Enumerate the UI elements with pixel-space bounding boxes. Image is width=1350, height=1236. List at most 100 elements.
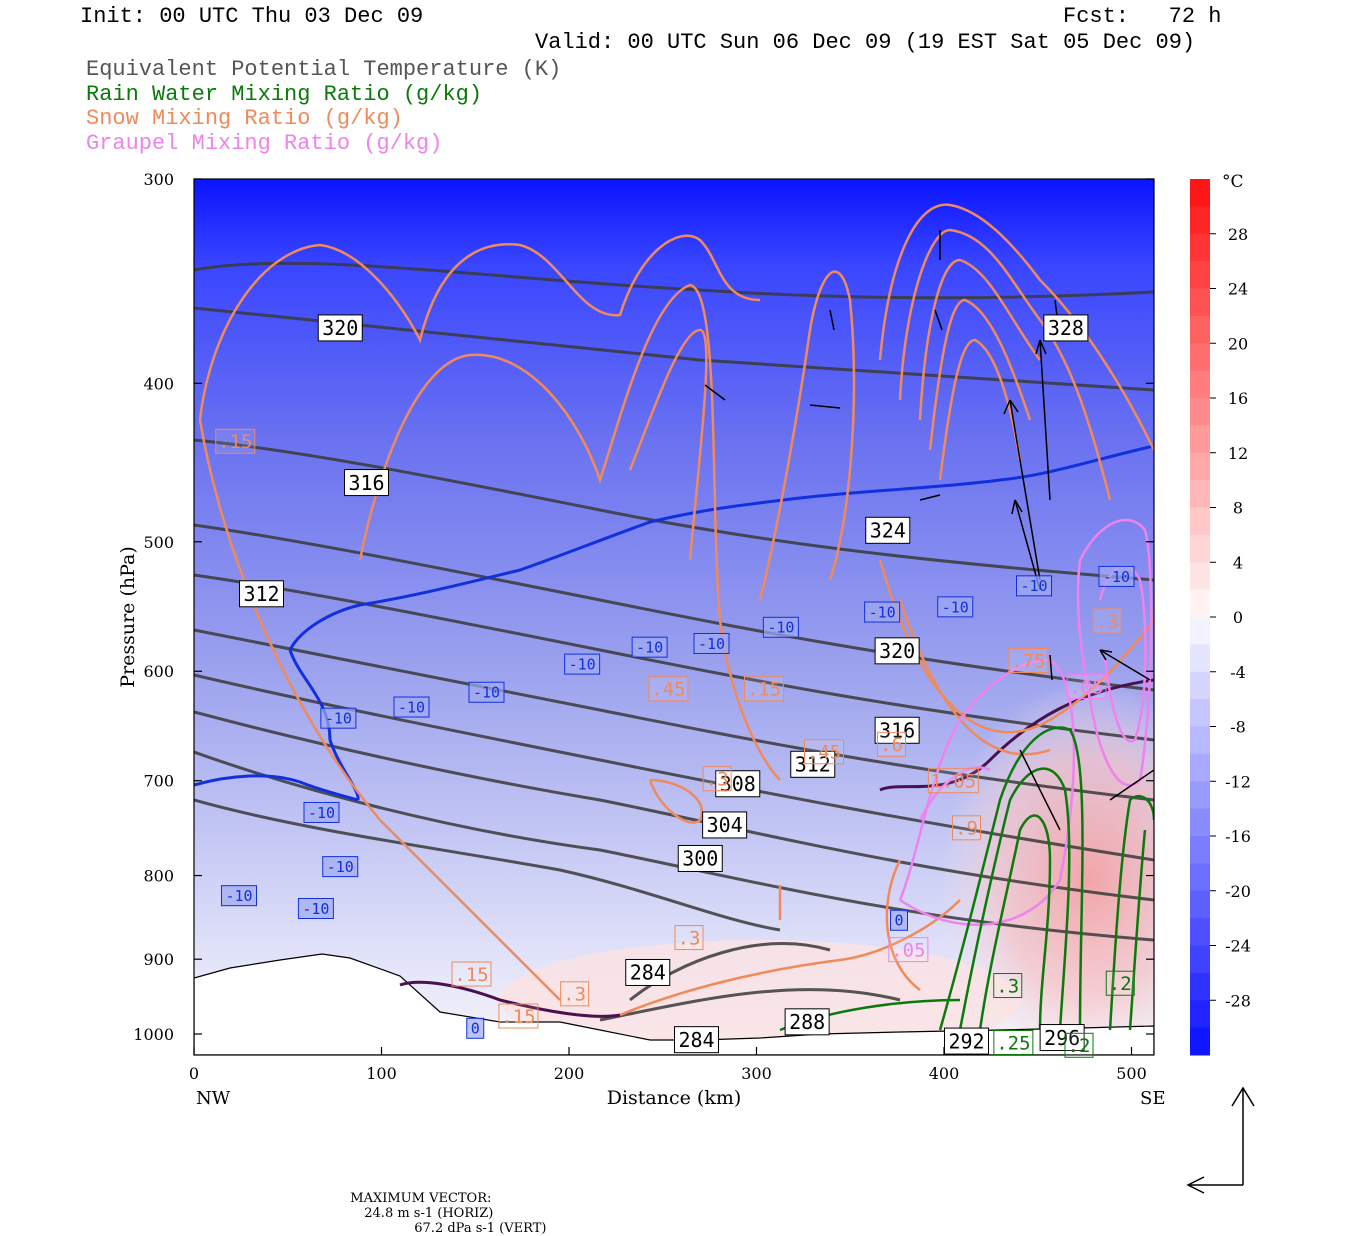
y-tick-label: 900 (143, 950, 174, 969)
colorbar-tick-label: 4 (1233, 553, 1243, 572)
colorbar-swatch (1190, 808, 1210, 837)
field-rain: Rain Water Mixing Ratio (g/kg) (86, 82, 483, 107)
theta-e-contours (194, 261, 1154, 1022)
snow-label: .3 (706, 769, 729, 791)
snow-label: .3 (678, 927, 701, 949)
temperature-label: -10 (869, 603, 896, 621)
rain-label-box (993, 1029, 1034, 1055)
theta-e-label-box (317, 314, 363, 342)
colorbar-swatch (1190, 617, 1210, 645)
init-time: Init: 00 UTC Thu 03 Dec 09 (80, 4, 424, 29)
colorbar-swatch (1190, 398, 1210, 426)
theta-e-label: 288 (789, 1010, 825, 1034)
snow-label-box (674, 925, 704, 951)
snow-label-box (1008, 648, 1049, 674)
vector-key (1186, 1086, 1255, 1194)
y-tick-label: 600 (143, 662, 174, 681)
theta-e-label-box (715, 770, 761, 798)
colorbar-tick-label: 16 (1228, 389, 1248, 408)
temperature-label: 0 (894, 912, 903, 930)
theta-e-label: 296 (1044, 1026, 1080, 1050)
colorbar-tick-label: -28 (1225, 991, 1251, 1010)
theta-e-label: 312 (795, 752, 831, 776)
temperature-label-box (297, 897, 334, 919)
x-tick-label: 200 (554, 1064, 585, 1083)
temperature-label: -10 (1103, 568, 1130, 586)
theta-e-label-box (239, 580, 284, 608)
wind-arrows (704, 230, 1154, 831)
graupel-labels: .05 .05 (888, 673, 1107, 963)
temperature-label-box (322, 856, 359, 878)
temperature-label: -10 (473, 684, 500, 702)
theta-e-label: 284 (630, 961, 666, 985)
y-tick-label: 500 (143, 533, 174, 552)
colorbar-tick-label: 20 (1228, 334, 1248, 353)
snow-label-box (952, 815, 981, 841)
temperature-label: -10 (698, 635, 725, 653)
theta-e-label-box (1043, 314, 1089, 342)
graupel-label-box (888, 937, 929, 963)
theta-e-label: 316 (348, 471, 384, 495)
theta-e-label-box (874, 637, 920, 665)
temperature-contours (194, 444, 1154, 1018)
theta-e-label-box (674, 1026, 719, 1054)
colorbar-swatch (1190, 753, 1210, 782)
snow-label-box (648, 676, 689, 702)
colorbar-tick-label: 12 (1228, 444, 1248, 463)
colorbar-tick-label: 8 (1233, 499, 1243, 518)
field-theta-e: Equivalent Potential Temperature (K) (86, 57, 562, 82)
snow-label: .75 (1011, 650, 1045, 672)
theta-e-label: 320 (879, 639, 915, 663)
temperature-label: -10 (308, 804, 335, 822)
theta-e-label-box (944, 1027, 989, 1055)
temperature-label: -10 (636, 639, 663, 657)
temperature-label-box (937, 596, 974, 618)
y-tick-label: 800 (143, 867, 174, 886)
plot-frame (193, 178, 1155, 1056)
snow-label-box (744, 676, 784, 702)
rain-label: .3 (996, 975, 1019, 997)
temperature-label: -10 (302, 900, 329, 918)
colorbar: 28 24 20 16 12 8 4 0 -4 -8 -12 -16 -20 -24 -28 (1190, 179, 1251, 1056)
colorbar-tick-label: 28 (1228, 225, 1248, 244)
theta-e-label-box (784, 1008, 830, 1036)
colorbar-swatch (1190, 534, 1210, 563)
colorbar-unit: °C (1222, 172, 1244, 192)
snow-label: .6 (880, 734, 903, 756)
colorbar-swatch (1190, 480, 1210, 508)
temperature-label-box (468, 681, 505, 703)
snow-label: .15 (218, 431, 252, 453)
temperature-label-box (693, 632, 730, 654)
y-tick-label: 300 (143, 170, 174, 189)
theta-e-label: 312 (243, 582, 279, 606)
snow-label-box (215, 428, 256, 454)
colorbar-swatch (1190, 261, 1210, 289)
temperature-label: -10 (398, 698, 425, 716)
max-vector-label: MAXIMUM VECTOR: (350, 1191, 492, 1206)
rain-label: .25 (996, 1032, 1030, 1054)
temperature-label-box (564, 653, 601, 675)
temperature-label: -10 (569, 656, 596, 674)
theta-e-label-box (625, 958, 671, 986)
temperature-label-box (762, 616, 799, 638)
x-tick-label: 500 (1116, 1064, 1147, 1083)
theta-e-label: 328 (1048, 316, 1084, 340)
temperature-label: -10 (1020, 577, 1047, 595)
colorbar-tick-label: 0 (1233, 608, 1243, 627)
y-tick-label: 700 (143, 772, 174, 791)
theta-e-label-box (344, 469, 389, 497)
temperature-label-box (864, 601, 901, 623)
colorbar-swatch (1190, 1000, 1210, 1029)
colorbar-swatch (1190, 370, 1210, 399)
colorbar-tick-label: -24 (1225, 937, 1251, 956)
theta-e-label: 308 (720, 772, 756, 796)
colorbar-swatch (1190, 1027, 1210, 1056)
colorbar-tick-label: -20 (1225, 882, 1251, 901)
rain-label: .2 (1109, 973, 1132, 995)
rain-labels: .3 .2 .25 .2 (993, 970, 1135, 1058)
snow-label-box (927, 768, 979, 794)
theta-e-label-box (865, 516, 911, 544)
rain-label-box (1064, 1032, 1094, 1058)
snow-label: .3 (563, 984, 586, 1006)
max-vector-vert: 67.2 dPa s-1 (VERT) (414, 1221, 547, 1236)
